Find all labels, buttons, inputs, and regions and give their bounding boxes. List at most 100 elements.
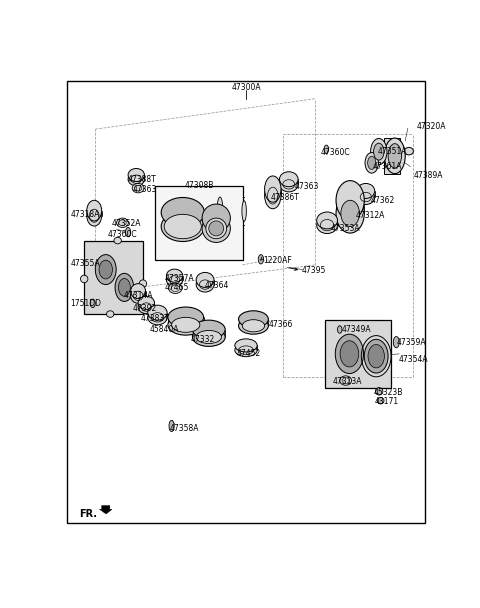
Ellipse shape	[168, 307, 204, 328]
Text: 47359A: 47359A	[396, 337, 426, 347]
Text: 45840A: 45840A	[149, 325, 179, 334]
Text: 47300A: 47300A	[231, 83, 261, 92]
Ellipse shape	[169, 420, 174, 432]
Text: 47358A: 47358A	[170, 424, 200, 434]
Ellipse shape	[405, 147, 413, 155]
Text: 47312A: 47312A	[356, 211, 385, 220]
Text: 47392: 47392	[133, 304, 157, 313]
Ellipse shape	[167, 274, 183, 286]
Ellipse shape	[148, 305, 167, 320]
Ellipse shape	[388, 143, 401, 168]
Ellipse shape	[264, 176, 281, 202]
Ellipse shape	[87, 200, 102, 221]
Text: 47360C: 47360C	[321, 148, 350, 157]
Ellipse shape	[138, 300, 155, 314]
Ellipse shape	[324, 145, 329, 153]
Ellipse shape	[81, 275, 88, 283]
Ellipse shape	[148, 310, 167, 325]
Text: 47386T: 47386T	[270, 193, 299, 201]
Ellipse shape	[87, 206, 102, 226]
Text: 47313A: 47313A	[333, 378, 362, 387]
Ellipse shape	[258, 255, 264, 264]
Ellipse shape	[357, 190, 375, 204]
Text: 1751DD: 1751DD	[71, 299, 101, 308]
Ellipse shape	[90, 299, 96, 308]
Ellipse shape	[264, 182, 281, 209]
Ellipse shape	[384, 138, 405, 174]
Text: 47361A: 47361A	[372, 162, 402, 171]
Text: 47364: 47364	[204, 280, 228, 289]
Ellipse shape	[138, 296, 155, 309]
Ellipse shape	[117, 218, 129, 227]
Ellipse shape	[202, 204, 230, 232]
Text: 47360C: 47360C	[108, 229, 137, 238]
Ellipse shape	[119, 278, 130, 296]
Ellipse shape	[168, 314, 204, 335]
Ellipse shape	[335, 334, 363, 373]
Text: 47363: 47363	[133, 185, 157, 193]
Ellipse shape	[125, 227, 131, 237]
Ellipse shape	[393, 337, 399, 348]
Ellipse shape	[164, 215, 202, 239]
Text: 47353A: 47353A	[331, 224, 360, 233]
Polygon shape	[99, 505, 112, 514]
Ellipse shape	[239, 317, 268, 334]
Ellipse shape	[364, 339, 388, 373]
Ellipse shape	[368, 345, 384, 368]
Polygon shape	[384, 138, 400, 174]
Text: 47351A: 47351A	[378, 147, 408, 156]
Text: 47362: 47362	[371, 196, 395, 205]
Ellipse shape	[115, 274, 133, 302]
Ellipse shape	[279, 171, 298, 187]
Ellipse shape	[235, 339, 257, 352]
Ellipse shape	[341, 200, 360, 227]
Ellipse shape	[196, 272, 214, 288]
Ellipse shape	[375, 387, 383, 395]
Ellipse shape	[336, 194, 364, 233]
Text: 47314A: 47314A	[124, 291, 154, 300]
Text: 47320A: 47320A	[417, 122, 446, 131]
Ellipse shape	[107, 311, 114, 317]
Text: 47395: 47395	[302, 266, 326, 275]
Ellipse shape	[114, 237, 121, 244]
Text: 47332: 47332	[190, 335, 215, 344]
Ellipse shape	[139, 280, 147, 288]
Ellipse shape	[336, 181, 364, 220]
Text: 47465: 47465	[165, 283, 189, 292]
Text: 47354A: 47354A	[398, 355, 428, 364]
Ellipse shape	[317, 212, 337, 229]
Ellipse shape	[168, 283, 182, 294]
Ellipse shape	[128, 173, 144, 186]
Polygon shape	[84, 241, 143, 314]
Text: 47389A: 47389A	[413, 170, 443, 179]
Ellipse shape	[239, 311, 268, 328]
Text: 47388T: 47388T	[128, 174, 156, 184]
Ellipse shape	[317, 216, 337, 233]
Ellipse shape	[357, 184, 375, 198]
Ellipse shape	[96, 255, 116, 285]
Ellipse shape	[365, 153, 378, 173]
Text: 47452: 47452	[236, 350, 261, 358]
Ellipse shape	[279, 177, 298, 192]
Ellipse shape	[131, 288, 145, 303]
Ellipse shape	[172, 317, 200, 333]
Ellipse shape	[132, 184, 144, 193]
Ellipse shape	[202, 215, 230, 243]
Text: 1220AF: 1220AF	[263, 256, 292, 264]
Ellipse shape	[340, 340, 359, 367]
Text: 47318A: 47318A	[71, 210, 100, 219]
Ellipse shape	[235, 344, 257, 357]
Text: 47366: 47366	[268, 320, 293, 330]
Text: FR.: FR.	[79, 509, 97, 519]
Ellipse shape	[371, 139, 387, 165]
Bar	[325, 320, 392, 387]
Text: 47363: 47363	[294, 182, 319, 191]
Ellipse shape	[242, 201, 246, 221]
Text: 47355A: 47355A	[71, 258, 100, 268]
Ellipse shape	[192, 328, 225, 347]
Text: 43171: 43171	[374, 397, 398, 406]
Ellipse shape	[192, 320, 225, 339]
Ellipse shape	[209, 221, 224, 236]
Ellipse shape	[196, 277, 214, 292]
Ellipse shape	[217, 197, 223, 225]
